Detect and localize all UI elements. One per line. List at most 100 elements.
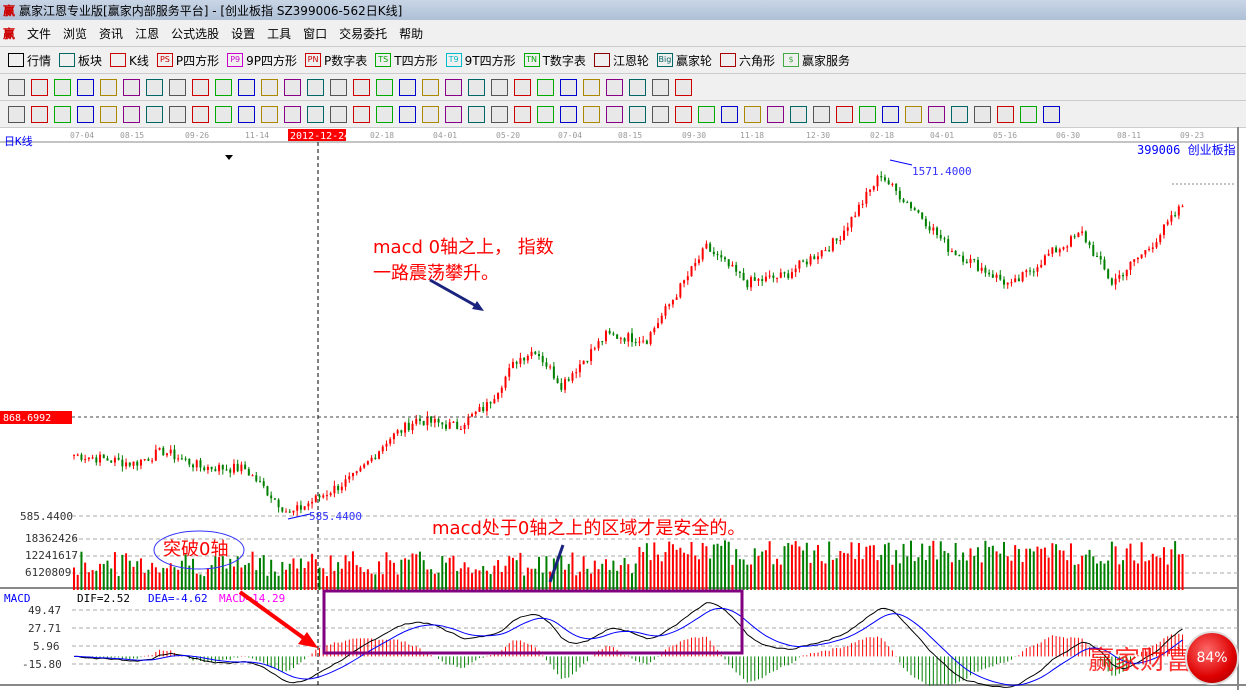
- tool-button-icon[interactable]: [8, 78, 25, 96]
- tool-button-icon[interactable]: [790, 105, 807, 123]
- tool-button-icon[interactable]: [583, 105, 600, 123]
- tool-button-icon[interactable]: [813, 105, 830, 123]
- menu-gann[interactable]: 江恩: [135, 26, 160, 41]
- tool-button-icon[interactable]: [491, 78, 508, 96]
- tool-button-icon[interactable]: [652, 105, 669, 123]
- tool-button-icon[interactable]: [537, 105, 554, 123]
- tool-button-icon[interactable]: [399, 78, 416, 96]
- tool-button-icon[interactable]: [376, 78, 393, 96]
- tool-button-icon[interactable]: [238, 78, 255, 96]
- tool-button-icon[interactable]: [353, 105, 370, 123]
- tool-button-icon[interactable]: [905, 105, 922, 123]
- tool-button-icon[interactable]: [284, 78, 301, 96]
- toolbar-item-5[interactable]: PN P数字表: [305, 52, 367, 69]
- tool-button-icon[interactable]: [307, 78, 324, 96]
- tool-button-icon[interactable]: [100, 105, 117, 123]
- toolbar-item-2[interactable]: K线: [110, 52, 149, 69]
- tool-button-icon[interactable]: [560, 78, 577, 96]
- tool-button-icon[interactable]: [261, 105, 278, 123]
- tool-button-icon[interactable]: [583, 78, 600, 96]
- toolbar-item-9[interactable]: 江恩轮: [593, 52, 649, 69]
- tool-button-icon[interactable]: [445, 78, 462, 96]
- tool-button-icon[interactable]: [31, 78, 48, 96]
- tool-button-icon[interactable]: [859, 105, 876, 123]
- tool-button-icon[interactable]: [882, 105, 899, 123]
- tool-button-icon[interactable]: [997, 105, 1014, 123]
- tool-button-icon[interactable]: [146, 105, 163, 123]
- menu-file[interactable]: 文件: [27, 26, 52, 41]
- toolbar-item-8[interactable]: TN T数字表: [523, 52, 586, 69]
- tool-button-icon[interactable]: [307, 105, 324, 123]
- tool-button-icon[interactable]: [836, 105, 853, 123]
- tool-button-icon[interactable]: [422, 105, 439, 123]
- tool-button-icon[interactable]: [721, 105, 738, 123]
- tool-button-icon[interactable]: [238, 105, 255, 123]
- tool-button-icon[interactable]: [215, 105, 232, 123]
- toolbar-item-0[interactable]: 行情: [8, 52, 51, 69]
- menu-settings[interactable]: 设置: [231, 26, 256, 41]
- tool-button-icon[interactable]: [468, 78, 485, 96]
- chart-area[interactable]: 日K线 07-04 08-15 09-26 11-14 2012-12-24 02-18 04…: [0, 127, 1246, 690]
- toolbar-item-11[interactable]: 六角形: [719, 52, 775, 69]
- tool-button-icon[interactable]: [399, 105, 416, 123]
- tool-button-icon[interactable]: [169, 105, 186, 123]
- tool-button-icon[interactable]: [123, 105, 140, 123]
- tool-button-icon[interactable]: [8, 105, 25, 123]
- tool-button-icon[interactable]: [629, 78, 646, 96]
- tool-button-icon[interactable]: [951, 105, 968, 123]
- toolbar-item-6[interactable]: TS T四方形: [375, 52, 438, 69]
- tool-button-icon[interactable]: [146, 78, 163, 96]
- tool-button-icon[interactable]: [330, 105, 347, 123]
- menu-trade[interactable]: 交易委托: [339, 26, 388, 41]
- tool-button-icon[interactable]: [491, 105, 508, 123]
- tool-button-icon[interactable]: [675, 78, 692, 96]
- toolbar-item-12[interactable]: $ 赢家服务: [782, 52, 850, 69]
- tool-button-icon[interactable]: [698, 105, 715, 123]
- tool-button-icon[interactable]: [537, 78, 554, 96]
- tool-button-icon[interactable]: [31, 105, 48, 123]
- tool-button-icon[interactable]: [675, 105, 692, 123]
- tool-button-icon[interactable]: [928, 105, 945, 123]
- tool-button-icon[interactable]: [77, 105, 94, 123]
- tool-button-icon[interactable]: [629, 105, 646, 123]
- tool-button-icon[interactable]: [54, 105, 71, 123]
- tool-button-icon[interactable]: [468, 105, 485, 123]
- tool-button-icon[interactable]: [560, 105, 577, 123]
- speed-badge[interactable]: 84%: [1185, 631, 1239, 685]
- tool-button-icon[interactable]: [77, 78, 94, 96]
- tool-button-icon[interactable]: [192, 105, 209, 123]
- tool-button-icon[interactable]: [284, 105, 301, 123]
- tool-button-icon[interactable]: [606, 105, 623, 123]
- tool-button-icon[interactable]: [974, 105, 991, 123]
- tool-button-icon[interactable]: [353, 78, 370, 96]
- tool-button-icon[interactable]: [744, 105, 761, 123]
- tool-button-icon[interactable]: [445, 105, 462, 123]
- menu-tools[interactable]: 工具: [267, 26, 292, 41]
- toolbar-item-10[interactable]: Big 赢家轮: [656, 52, 712, 69]
- menu-help[interactable]: 帮助: [399, 26, 424, 41]
- menu-browse[interactable]: 浏览: [63, 26, 88, 41]
- tool-button-icon[interactable]: [330, 78, 347, 96]
- kline-chart[interactable]: 日K线 07-04 08-15 09-26 11-14 2012-12-24 02-18 04…: [0, 127, 1246, 690]
- menu-info[interactable]: 资讯: [99, 26, 124, 41]
- tool-button-icon[interactable]: [606, 78, 623, 96]
- toolbar-item-7[interactable]: T9 9T四方形: [445, 52, 516, 69]
- tool-button-icon[interactable]: [1020, 105, 1037, 123]
- tool-button-icon[interactable]: [376, 105, 393, 123]
- toolbar-item-4[interactable]: P9 9P四方形: [227, 52, 297, 69]
- tool-button-icon[interactable]: [652, 78, 669, 96]
- toolbar-item-1[interactable]: 板块: [59, 52, 102, 69]
- tool-button-icon[interactable]: [123, 78, 140, 96]
- tool-button-icon[interactable]: [100, 78, 117, 96]
- tool-button-icon[interactable]: [192, 78, 209, 96]
- tool-button-icon[interactable]: [767, 105, 784, 123]
- tool-button-icon[interactable]: [1043, 105, 1060, 123]
- menu-window[interactable]: 窗口: [303, 26, 328, 41]
- tool-button-icon[interactable]: [169, 78, 186, 96]
- tool-button-icon[interactable]: [261, 78, 278, 96]
- toolbar-item-3[interactable]: PS P四方形: [156, 52, 219, 69]
- tool-button-icon[interactable]: [514, 78, 531, 96]
- tool-button-icon[interactable]: [422, 78, 439, 96]
- tool-button-icon[interactable]: [215, 78, 232, 96]
- tool-button-icon[interactable]: [54, 78, 71, 96]
